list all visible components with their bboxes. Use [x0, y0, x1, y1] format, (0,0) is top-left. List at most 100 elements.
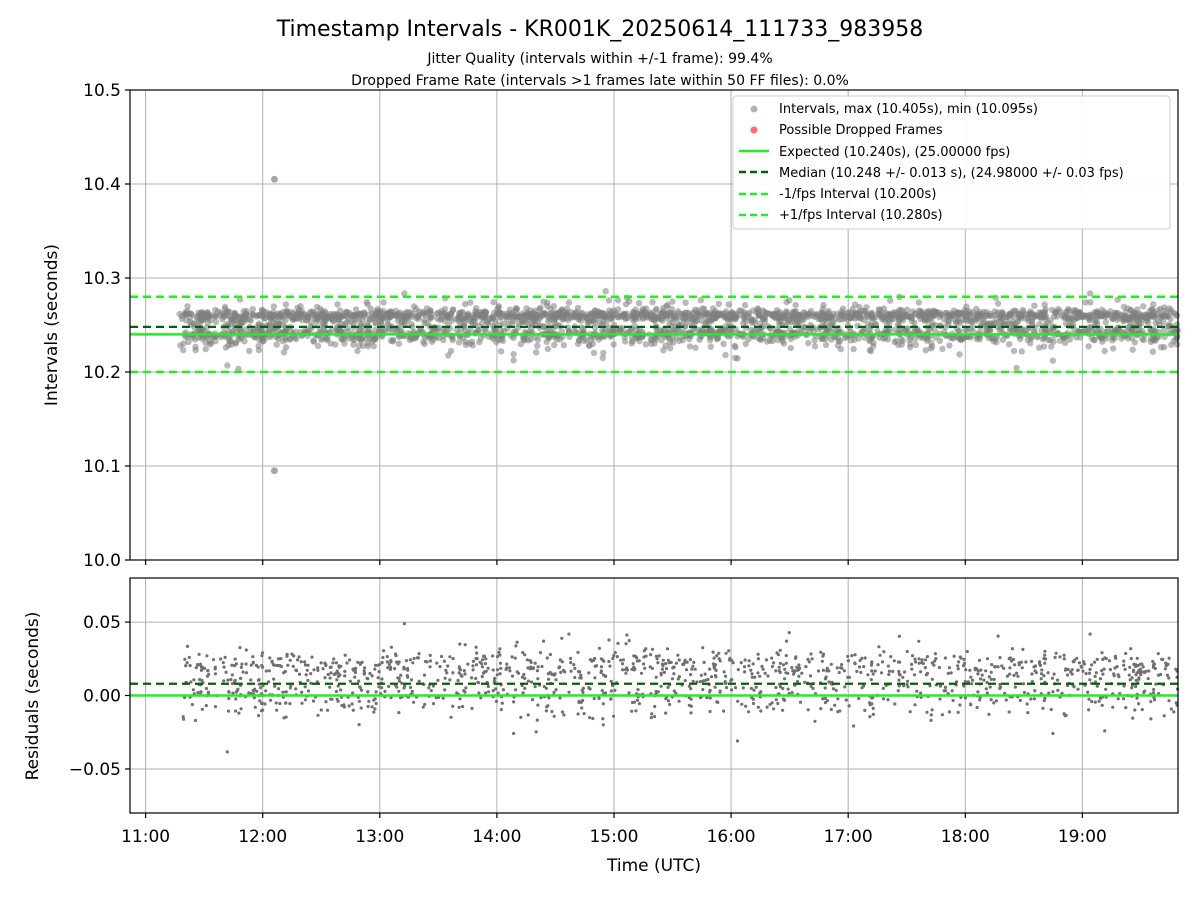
residual-point	[1004, 698, 1008, 702]
residual-point	[662, 670, 667, 675]
residual-point	[1122, 659, 1126, 663]
interval-point	[358, 316, 366, 323]
interval-point	[334, 301, 341, 308]
residual-point	[486, 684, 490, 689]
interval-point	[984, 320, 991, 327]
residual-point	[879, 671, 884, 675]
interval-point	[519, 318, 526, 325]
residual-point	[499, 666, 503, 671]
residual-point	[409, 685, 413, 690]
interval-point	[950, 311, 957, 319]
residual-point	[866, 673, 870, 677]
residual-point	[794, 655, 798, 659]
residual-point	[698, 680, 703, 684]
residual-point	[730, 658, 734, 662]
interval-point	[558, 328, 565, 335]
interval-point	[212, 306, 219, 314]
residual-point	[423, 659, 428, 664]
interval-point	[534, 342, 541, 349]
residual-point	[237, 711, 241, 715]
residual-point	[731, 661, 735, 665]
residual-point	[536, 703, 540, 707]
residual-point	[530, 698, 535, 702]
residual-point	[329, 671, 333, 675]
residual-point	[1121, 697, 1126, 701]
residual-point	[1095, 657, 1099, 662]
residual-point	[1025, 702, 1029, 706]
residual-point	[380, 686, 384, 690]
residual-point	[688, 658, 693, 662]
residual-point	[1156, 673, 1161, 677]
residual-point	[1133, 708, 1137, 712]
interval-point	[275, 327, 282, 335]
residual-point	[181, 715, 185, 719]
residual-point	[481, 658, 485, 662]
residual-point	[521, 651, 525, 655]
interval-point	[1010, 347, 1018, 355]
interval-point	[197, 310, 204, 318]
residual-point	[182, 717, 186, 721]
interval-point	[1150, 301, 1157, 308]
residual-point	[200, 707, 204, 711]
interval-point	[1081, 312, 1089, 319]
interval-point	[868, 309, 875, 317]
interval-point	[675, 337, 683, 344]
residual-point	[409, 678, 414, 682]
residual-point	[928, 684, 932, 688]
residual-point	[316, 668, 320, 673]
residual-point	[428, 665, 432, 669]
residual-point	[560, 636, 564, 640]
residual-point	[758, 691, 762, 695]
residual-point	[471, 659, 476, 664]
interval-point	[710, 311, 718, 318]
interval-point	[628, 340, 635, 347]
interval-point	[1128, 334, 1136, 342]
residual-point	[451, 657, 455, 661]
residual-point	[185, 661, 189, 665]
interval-point	[973, 305, 980, 313]
residual-point	[1040, 668, 1044, 672]
residual-point	[544, 709, 549, 713]
interval-point	[560, 342, 568, 349]
residual-point	[998, 682, 1002, 687]
residual-point	[1062, 712, 1066, 716]
residual-point	[498, 647, 502, 651]
interval-point	[632, 306, 639, 313]
interval-point	[1155, 317, 1162, 325]
residual-point	[664, 667, 669, 671]
residual-point	[992, 677, 996, 682]
residual-point	[387, 662, 391, 667]
interval-point	[924, 309, 931, 316]
interval-point	[401, 290, 408, 297]
residual-point	[923, 666, 927, 670]
residual-point	[705, 696, 709, 700]
residual-point	[336, 684, 340, 688]
residual-point	[1095, 684, 1099, 688]
residual-point	[1108, 668, 1112, 672]
residual-point	[689, 687, 693, 691]
interval-point	[657, 310, 665, 317]
residual-point	[924, 658, 928, 662]
residual-point	[491, 668, 495, 672]
residual-point	[655, 657, 659, 661]
residual-point	[947, 666, 952, 670]
interval-point	[682, 299, 689, 306]
interval-point	[987, 327, 994, 334]
residual-point	[261, 708, 265, 712]
residual-point	[609, 697, 613, 701]
interval-point	[705, 309, 712, 317]
residual-point	[1102, 667, 1106, 671]
residual-point	[535, 669, 540, 673]
interval-point	[1040, 343, 1048, 350]
residual-point	[213, 705, 218, 709]
interval-point	[1108, 327, 1115, 334]
interval-point	[574, 304, 582, 312]
interval-point	[376, 312, 384, 319]
interval-point	[552, 315, 559, 323]
residual-point	[1046, 671, 1050, 675]
residual-point	[386, 666, 390, 670]
residual-point	[372, 710, 376, 714]
residual-point	[911, 654, 915, 658]
residual-point	[681, 662, 685, 667]
residual-point	[599, 665, 604, 669]
